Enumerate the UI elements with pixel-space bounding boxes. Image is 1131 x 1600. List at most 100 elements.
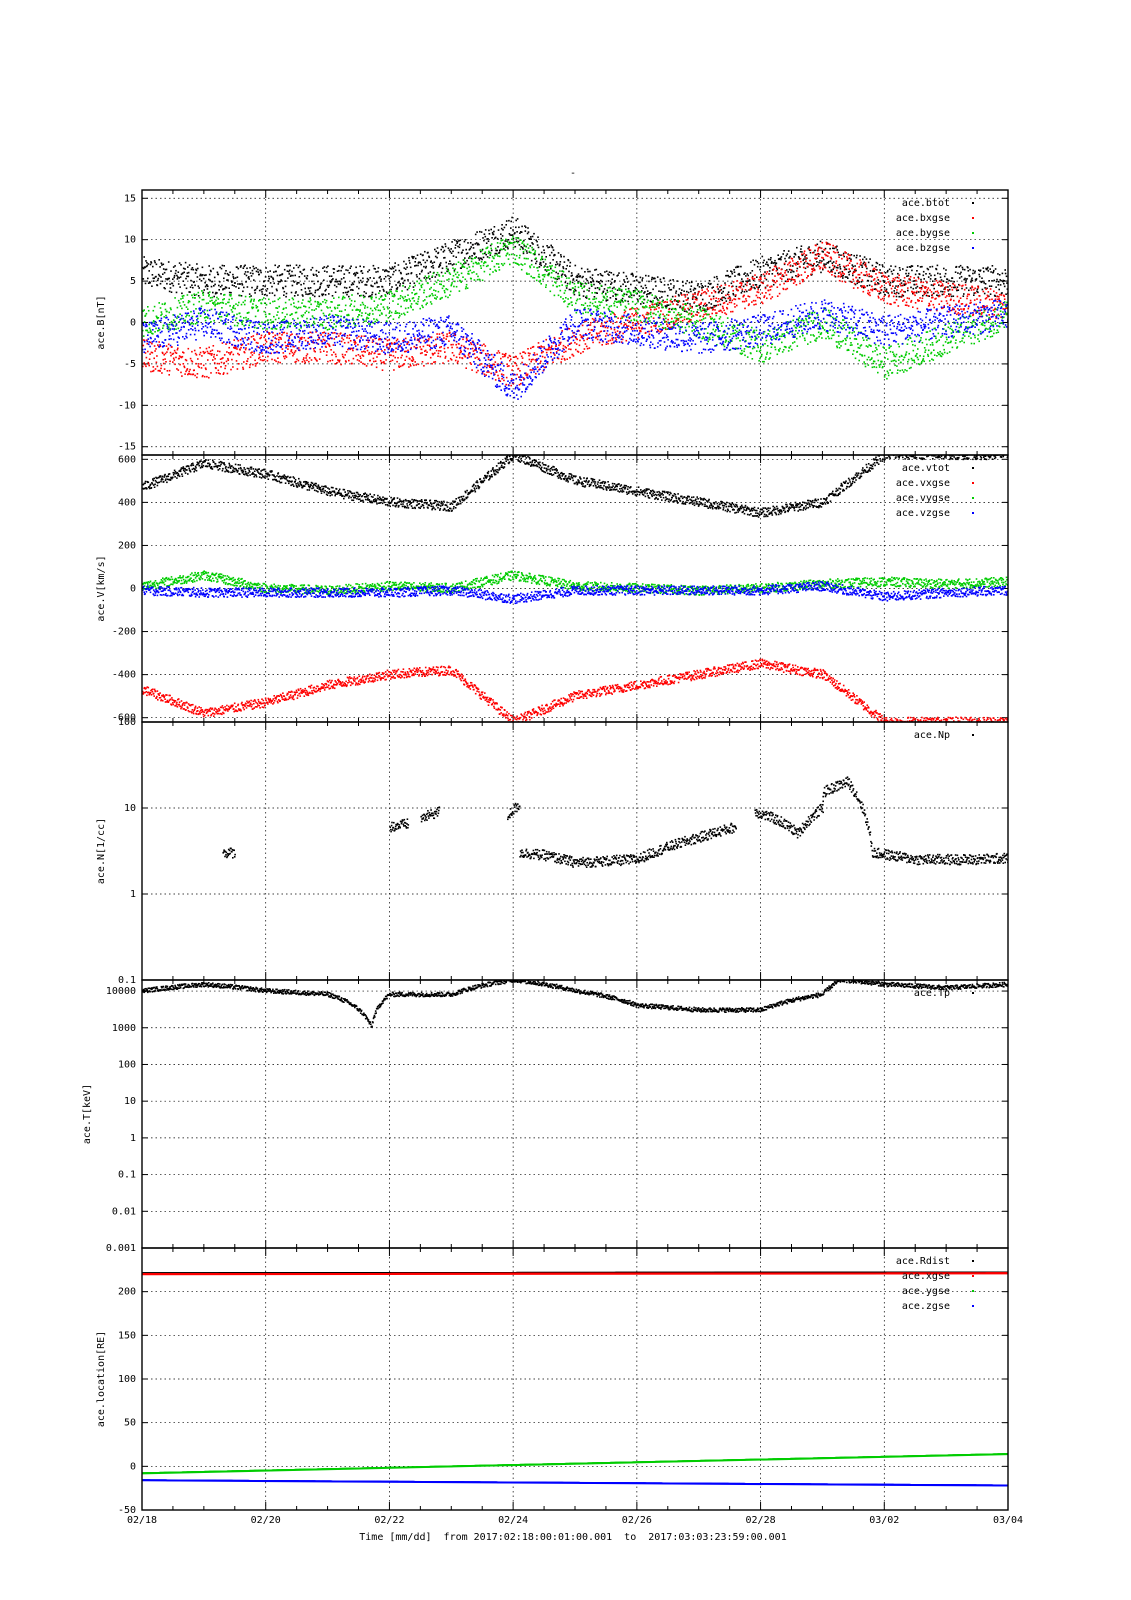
data-point [571,274,573,277]
data-point [192,373,195,375]
data-point [210,372,212,374]
data-point [489,366,491,368]
data-point [1003,282,1005,285]
data-point [618,272,620,274]
data-point [464,347,467,349]
data-point [947,286,949,288]
data-point [852,265,854,268]
data-point [861,279,864,281]
data-point [390,311,393,314]
data-point [844,251,846,253]
data-point [157,317,160,319]
data-point [718,290,721,293]
data-point [327,265,329,267]
data-point [645,274,647,277]
data-point [712,286,714,288]
data-point [341,337,343,339]
data-point [280,338,282,340]
data-point [939,280,941,283]
data-point [924,292,927,295]
data-point [288,269,291,272]
data-point [660,281,663,283]
data-point [814,249,816,252]
data-point [360,294,362,297]
data-point [388,312,391,314]
data-point [546,362,549,365]
data-point [531,246,533,249]
data-point [266,328,268,330]
data-point [476,278,479,281]
data-point [167,323,169,326]
data-point [179,286,181,288]
data-point [419,352,422,355]
data-point [552,342,555,344]
data-point [369,295,372,297]
data-point [187,300,190,302]
data-point [995,286,997,288]
y-tick-label: -15 [118,442,136,453]
data-point [1002,280,1004,283]
data-point [815,258,817,260]
data-point [343,273,346,275]
data-point [434,294,437,296]
data-point [675,320,677,323]
data-point [688,309,690,311]
data-point [862,262,865,265]
data-point [388,292,390,294]
data-point [548,269,550,271]
data-point [564,359,566,361]
data-point [205,274,207,276]
data-point [636,292,638,295]
data-point [806,265,809,268]
data-point [574,285,577,288]
data-point [142,278,145,280]
data-point [464,261,466,263]
data-point [778,267,780,269]
data-point [429,261,432,263]
data-point [162,268,165,270]
data-point [353,273,355,275]
data-point [909,266,912,268]
data-point [538,273,540,276]
data-point [399,285,401,287]
data-point [972,269,975,272]
data-point [485,242,488,244]
data-point [837,267,839,269]
data-point [271,285,273,288]
data-point [324,334,326,337]
data-point [560,254,562,256]
data-point [229,294,232,297]
data-point [810,263,812,266]
data-point [177,283,180,285]
data-point [368,323,370,325]
data-point [740,265,742,268]
data-point [578,275,580,277]
data-point [287,277,289,279]
data-point [510,253,513,256]
data-point [472,265,474,268]
data-point [331,301,333,303]
data-point [752,284,754,286]
data-point [274,334,276,337]
data-point [517,237,520,240]
data-point [228,342,231,344]
data-point [306,277,308,280]
data-point [487,352,489,355]
data-point [755,284,758,286]
data-point [495,252,498,255]
data-point [732,289,734,292]
data-point [692,295,694,297]
data-point [264,313,267,316]
data-point [671,317,673,320]
data-point [522,351,524,353]
data-point [655,308,658,310]
data-point [899,283,901,285]
data-point [466,252,469,254]
data-point [518,257,521,259]
data-point [756,291,759,293]
data-point [987,266,989,269]
data-point [223,298,225,300]
data-point [717,304,719,306]
data-point [575,343,578,345]
data-point [278,332,281,335]
